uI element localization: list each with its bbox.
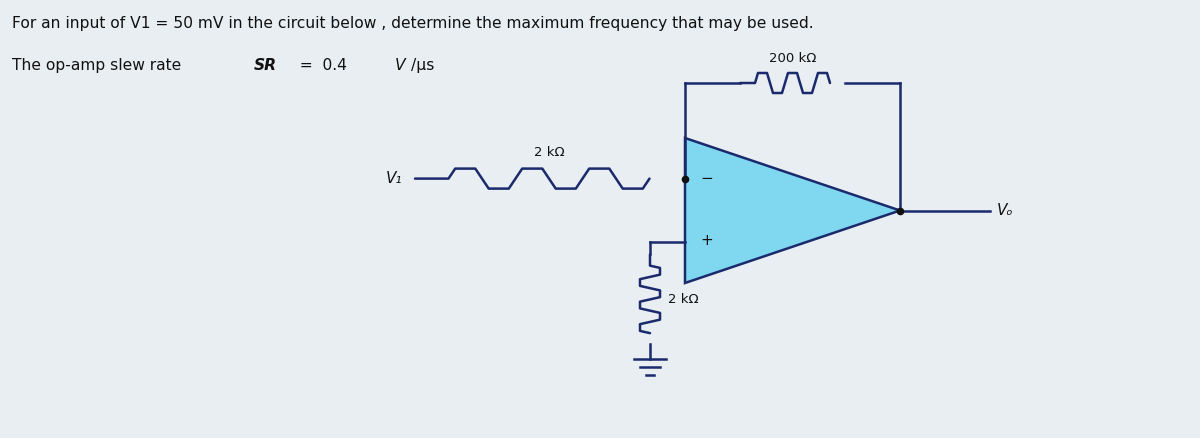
Text: /μs: /μs <box>412 58 434 73</box>
Text: Vₒ: Vₒ <box>997 203 1014 218</box>
Text: 2 kΩ: 2 kΩ <box>668 293 698 306</box>
Text: SR: SR <box>254 58 277 73</box>
Text: The op-amp slew rate: The op-amp slew rate <box>12 58 186 73</box>
Text: +: + <box>700 233 713 248</box>
Text: For an input of V1 = 50 mV in the circuit below , determine the maximum frequenc: For an input of V1 = 50 mV in the circui… <box>12 16 814 31</box>
Text: −: − <box>700 171 713 186</box>
Text: =  0.4: = 0.4 <box>290 58 352 73</box>
Text: V: V <box>395 58 406 73</box>
Text: V₁: V₁ <box>385 171 402 186</box>
Polygon shape <box>685 138 900 283</box>
Text: 200 kΩ: 200 kΩ <box>769 52 816 65</box>
Text: 2 kΩ: 2 kΩ <box>534 145 564 159</box>
